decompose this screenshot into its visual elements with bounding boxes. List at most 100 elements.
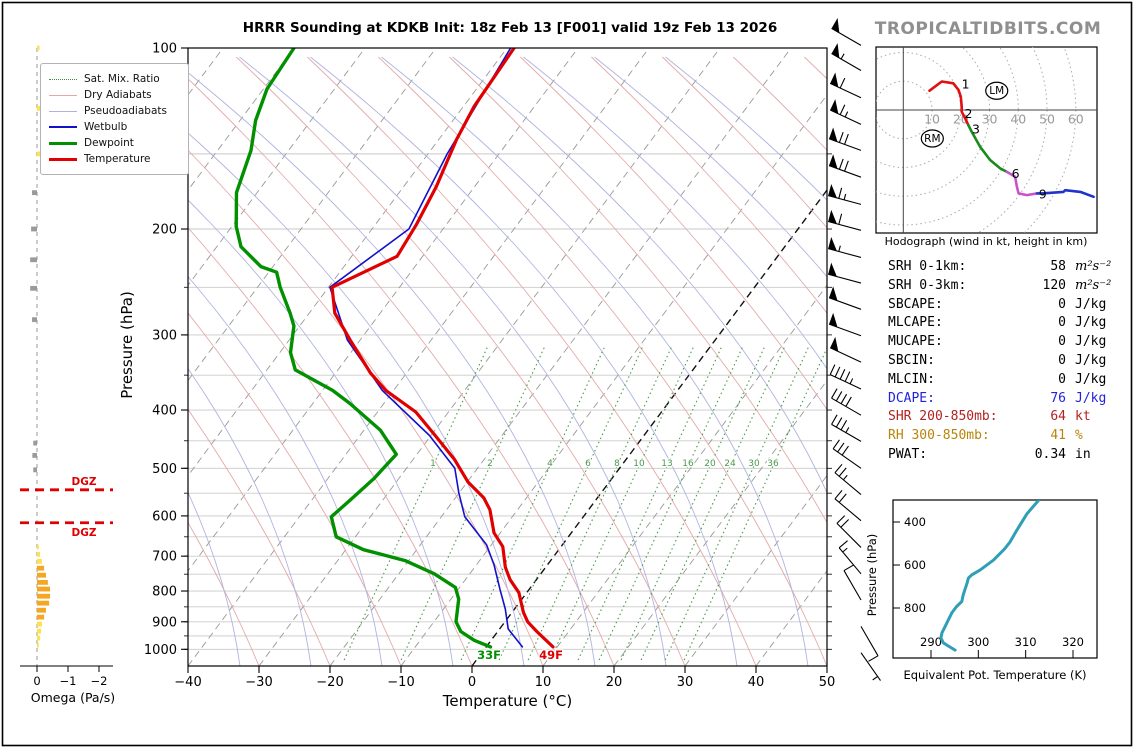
stat-row-sbcin-: SBCIN: 0 J/kg <box>888 352 1126 371</box>
svg-text:700: 700 <box>152 550 177 565</box>
stat-value: 0 <box>1058 296 1066 312</box>
isotherms <box>188 48 827 666</box>
svg-text:6: 6 <box>585 459 591 469</box>
legend-swatch <box>49 157 77 161</box>
stat-value: 0.34 <box>1034 446 1066 462</box>
hodograph-segment-6-9km <box>1005 170 1039 197</box>
stat-row-sbcape-: SBCAPE: 0 J/kg <box>888 296 1126 315</box>
svg-text:100: 100 <box>152 42 177 57</box>
legend-label: Dry Adiabats <box>84 89 152 101</box>
svg-text:10: 10 <box>924 112 940 127</box>
svg-text:20: 20 <box>606 675 623 690</box>
hodograph-trace <box>928 80 1095 199</box>
theta-e-panel: 400 600 800 290 300 310 320 <box>892 499 1098 659</box>
hodograph-segment-0-3km <box>928 80 970 127</box>
stat-row-srh-0-1km-: SRH 0-1km: 58 m²s⁻² <box>888 258 1126 277</box>
svg-text:8: 8 <box>614 459 620 469</box>
stat-unit: J/kg <box>1075 371 1107 387</box>
svg-text:40: 40 <box>1010 112 1026 127</box>
legend-item-sat-mix-ratio: Sat. Mix. Ratio <box>49 71 180 87</box>
dgz-lines: DGZ DGZ <box>20 476 113 539</box>
mixing-ratio-lines <box>343 344 827 661</box>
svg-text:30: 30 <box>982 112 998 127</box>
mixing-ratio-labels: 1 2 4 6 8 10 13 16 20 24 30 36 <box>429 458 780 471</box>
stat-unit: J/kg <box>1075 334 1107 350</box>
stat-unit: in <box>1075 446 1091 462</box>
pseudoadiabats <box>188 56 827 666</box>
legend-item-dewpoint: Dewpoint <box>49 135 180 151</box>
hodograph-caption: Hodograph (wind in kt, height in km) <box>884 235 1088 248</box>
svg-text:6: 6 <box>1012 166 1020 181</box>
wetbulb-curve <box>329 48 524 648</box>
svg-text:24: 24 <box>724 459 736 469</box>
theta-e-curve <box>939 500 1040 652</box>
legend-swatch <box>49 94 77 96</box>
svg-text:800: 800 <box>904 601 926 615</box>
stat-label: MUCAPE: <box>888 334 943 350</box>
page-title: HRRR Sounding at KDKB Init: 18z Feb 13 [… <box>242 20 778 36</box>
stat-row-mlcin-: MLCIN: 0 J/kg <box>888 371 1126 390</box>
stat-row-pwat-: PWAT: 0.34 in <box>888 446 1126 465</box>
stat-row-rh-300-850mb-: RH 300-850mb: 41% <box>888 427 1126 446</box>
storm-motion-lm <box>985 81 1009 100</box>
stat-unit: J/kg <box>1075 296 1107 312</box>
stat-label: SBCAPE: <box>888 296 943 312</box>
stat-unit: J/kg <box>1075 352 1107 368</box>
stat-value: 120 <box>1042 277 1066 293</box>
svg-text:DGZ: DGZ <box>72 527 97 539</box>
svg-text:10: 10 <box>633 459 645 469</box>
svg-text:60: 60 <box>1068 112 1084 127</box>
skewt-x-axis-label: Temperature (°C) <box>442 692 573 710</box>
legend-swatch <box>49 78 77 80</box>
stat-row-mucape-: MUCAPE: 0 J/kg <box>888 333 1126 352</box>
stat-unit: J/kg <box>1075 390 1107 406</box>
storm-motion-rm <box>920 129 944 148</box>
skewt-background <box>188 48 827 666</box>
legend-label: Pseudoadiabats <box>84 105 167 117</box>
stat-label: MLCAPE: <box>888 315 943 331</box>
stat-label: SRH 0-1km: <box>888 259 967 274</box>
omega-bars <box>30 45 51 648</box>
dry-adiabats <box>188 56 827 666</box>
hodograph-segment-3-6km <box>966 123 1009 174</box>
svg-text:1: 1 <box>962 76 970 91</box>
svg-text:600: 600 <box>152 509 177 524</box>
stat-label: DCAPE: <box>888 390 935 406</box>
stat-unit: m²s⁻² <box>1075 277 1112 293</box>
svg-text:10: 10 <box>535 675 552 690</box>
stat-row-srh-0-3km-: SRH 0-3km: 120 m²s⁻² <box>888 277 1126 296</box>
legend-label: Dewpoint <box>84 137 134 149</box>
svg-text:−30: −30 <box>245 675 272 690</box>
svg-text:DGZ: DGZ <box>72 476 97 488</box>
svg-text:−40: −40 <box>174 675 201 690</box>
svg-text:36: 36 <box>767 459 779 469</box>
legend-item-pseudoadiabats: Pseudoadiabats <box>49 103 180 119</box>
legend-item-temperature: Temperature <box>49 151 180 167</box>
svg-text:400: 400 <box>152 404 177 419</box>
stat-row-dcape-: DCAPE: 76 J/kg <box>888 390 1126 409</box>
legend-item-wetbulb: Wetbulb <box>49 119 180 135</box>
stat-value: 0 <box>1058 352 1066 368</box>
svg-text:500: 500 <box>152 462 177 477</box>
temperature-curve <box>330 48 555 649</box>
stat-label: RH 300-850mb: <box>888 428 990 444</box>
omega-axis-label: Omega (Pa/s) <box>30 690 116 705</box>
svg-text:4: 4 <box>547 459 553 469</box>
legend: Sat. Mix. Ratio Dry Adiabats Pseudoadiabat… <box>40 63 189 175</box>
brand-watermark: TROPICALTIDBITS.COM <box>874 19 1102 39</box>
svg-text:2: 2 <box>965 106 973 121</box>
stat-unit: J/kg <box>1075 315 1107 331</box>
svg-text:3: 3 <box>972 122 980 137</box>
stat-row-mlcape-: MLCAPE: 0 J/kg <box>888 314 1126 333</box>
svg-text:16: 16 <box>682 459 694 469</box>
svg-text:−10: −10 <box>387 675 414 690</box>
stat-value: 0 <box>1058 371 1066 387</box>
svg-text:9: 9 <box>1039 187 1047 202</box>
svg-text:800: 800 <box>152 585 177 600</box>
stat-unit: kt <box>1075 409 1091 425</box>
stat-unit: % <box>1075 428 1083 444</box>
